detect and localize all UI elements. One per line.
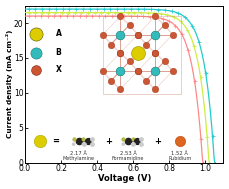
- Point: [84, 160, 87, 163]
- Text: A: A: [56, 29, 62, 38]
- Point: [112, 160, 116, 163]
- Point: [67, 160, 71, 163]
- Point: [84, 160, 87, 163]
- Text: +: +: [105, 137, 112, 146]
- Text: 1.52 Å: 1.52 Å: [171, 151, 188, 156]
- Point: [129, 160, 132, 163]
- Text: 2.53 Å: 2.53 Å: [120, 151, 137, 156]
- Point: [76, 160, 80, 163]
- Point: [117, 160, 121, 163]
- Point: [112, 160, 116, 163]
- Point: [121, 160, 125, 163]
- Point: [33, 155, 37, 158]
- Point: [164, 160, 168, 163]
- Point: [37, 160, 40, 163]
- X-axis label: Voltage (V): Voltage (V): [98, 174, 151, 184]
- Text: Formamidine: Formamidine: [112, 156, 144, 161]
- Point: [129, 160, 132, 163]
- Point: [80, 160, 84, 163]
- Y-axis label: Current density (mA cm⁻²): Current density (mA cm⁻²): [5, 30, 13, 138]
- Point: [121, 160, 125, 163]
- Text: 2.17 Å: 2.17 Å: [70, 151, 87, 156]
- Text: Methylamine: Methylamine: [63, 156, 95, 161]
- Text: Rubidium: Rubidium: [168, 156, 191, 161]
- Point: [125, 160, 129, 163]
- Point: [33, 157, 37, 160]
- Text: =: =: [52, 137, 59, 146]
- Point: [76, 160, 80, 163]
- Point: [76, 160, 80, 163]
- Point: [122, 160, 125, 163]
- Text: X: X: [56, 65, 62, 74]
- Point: [33, 156, 37, 159]
- Text: B: B: [56, 48, 61, 57]
- Point: [67, 160, 71, 163]
- Point: [72, 160, 76, 163]
- Text: +: +: [154, 137, 161, 146]
